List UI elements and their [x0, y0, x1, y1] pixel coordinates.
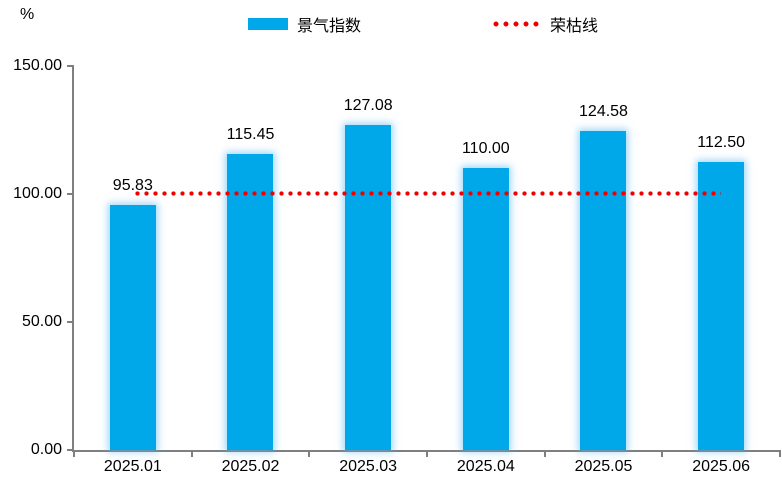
bar-column: 110.00 2025.04 — [427, 66, 545, 475]
y-axis-tick-label: 150.00 — [13, 57, 62, 74]
bar-2025.01[interactable] — [109, 204, 156, 450]
y-axis-tick-mark — [67, 321, 74, 323]
bar-column: 127.08 2025.03 — [309, 66, 427, 475]
y-axis-tick-mark — [67, 449, 74, 451]
x-axis-category-label: 2025.06 — [692, 458, 751, 475]
bar-value-label: 95.83 — [112, 176, 153, 194]
x-axis-category-label: 2025.02 — [221, 458, 280, 475]
bar-column: 124.58 2025.05 — [545, 66, 663, 475]
bar-value-label: 110.00 — [461, 140, 510, 158]
threshold-line — [132, 191, 722, 197]
x-axis-tick-mark — [661, 450, 664, 457]
y-axis-unit-label: % — [20, 6, 35, 23]
x-axis-category-label: 2025.03 — [339, 458, 398, 475]
bar-column: 112.50 2025.06 — [662, 66, 780, 475]
bar-2025.02[interactable] — [227, 154, 274, 450]
legend-item-prosperity-index[interactable]: 景气指数 — [247, 12, 361, 36]
bar-2025.05[interactable] — [580, 131, 627, 450]
x-axis-tick-mark — [543, 450, 546, 457]
bar-value-label: 124.58 — [579, 103, 628, 121]
x-axis-tick-mark — [779, 450, 781, 457]
x-axis-category-label: 2025.05 — [574, 458, 633, 475]
y-axis-tick-mark — [67, 65, 74, 67]
x-axis-category-label: 2025.04 — [456, 458, 515, 475]
legend-bar-series-label: 景气指数 — [296, 18, 361, 35]
bar-2025.06[interactable] — [698, 162, 745, 450]
y-axis-tick-mark — [67, 193, 74, 195]
y-axis-tick-label: 50.00 — [21, 313, 62, 330]
x-axis-tick-mark — [426, 450, 428, 457]
legend: 景气指数 荣枯线 — [247, 12, 598, 36]
legend-item-boom-bust-line[interactable]: 荣枯线 — [491, 12, 598, 36]
bar-2025.03[interactable] — [345, 124, 392, 450]
bar-column: 115.45 2025.02 — [192, 66, 310, 475]
bar-series-swatch-icon — [247, 18, 288, 30]
bar-2025.04[interactable] — [462, 168, 509, 450]
x-axis-tick-mark — [73, 450, 75, 457]
x-axis-tick-mark — [308, 450, 311, 457]
bar-column: 95.83 2025.01 — [74, 66, 192, 475]
y-axis-tick-label: 0.00 — [30, 441, 62, 458]
x-axis-tick-mark — [190, 450, 193, 457]
bar-value-label: 127.08 — [343, 96, 393, 114]
legend-line-series-label: 荣枯线 — [550, 18, 599, 35]
dotted-line-swatch-icon — [491, 21, 541, 27]
plot-area: 0.00 50.00 100.00 150.00 95.83 2025.01 115.45… — [13, 57, 781, 475]
bar-value-label: 115.45 — [226, 126, 275, 144]
y-axis-tick-label: 100.00 — [13, 185, 62, 202]
bar-value-label: 112.50 — [697, 134, 746, 151]
x-axis-category-label: 2025.01 — [103, 458, 162, 475]
